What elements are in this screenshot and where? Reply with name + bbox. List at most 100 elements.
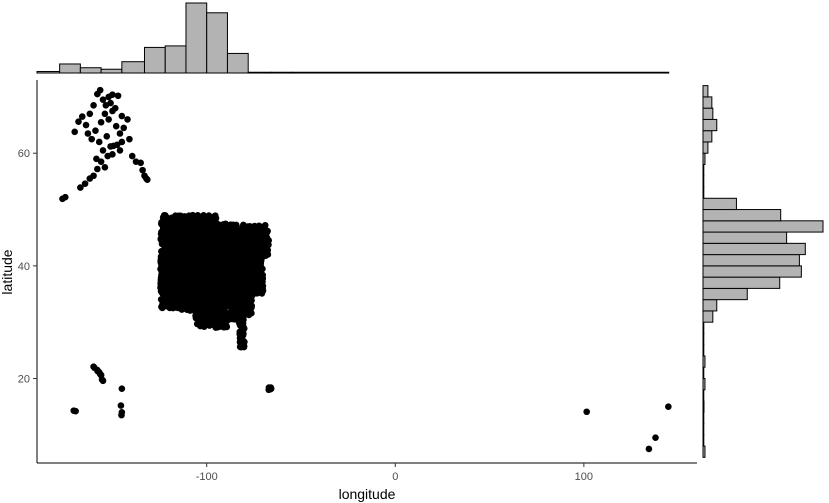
scatter-point-contiguous [160,254,167,262]
y-histogram-bar [702,332,705,346]
scatter-point-contiguous [226,245,233,253]
scatter-point-contiguous [209,303,217,310]
scatter-point-contiguous [231,260,239,267]
scatter-point-pacific [652,434,659,441]
y-histogram-bar [702,163,705,177]
scatter-point-contiguous [229,292,237,300]
scatter-point-contiguous [212,270,220,277]
scatter-point-contiguous [207,277,215,285]
y-histogram-bar [702,197,737,211]
y-histogram-bar [702,276,781,289]
scatter-point-contiguous [179,275,187,283]
scatter-point-pacific [645,445,653,453]
scatter-point-contiguous [237,317,245,324]
scatter-point-contiguous [230,234,238,242]
scatter-point-contiguous [256,267,264,275]
scatter-point-contiguous [233,266,240,273]
scatter-point-contiguous [228,283,235,291]
x-histogram-bar [100,68,123,74]
y-histogram-bar [702,355,706,368]
y-histogram-bar [702,96,713,109]
x-histogram-bar [36,70,61,74]
scatter-point-alaska [71,128,79,136]
scatter-point-contiguous [194,264,201,271]
y-histogram-bar [702,152,706,165]
right-marginal-histogram [702,85,824,458]
scatter-point-contiguous [226,251,234,259]
scatter-point-contiguous [209,257,217,265]
y-histogram-bar [702,287,748,301]
scatter-point-alaska [95,138,103,146]
scatter-point-contiguous [214,278,221,285]
scatter-point-alaska [90,172,97,180]
scatter-point-contiguous [249,280,257,288]
y-tick-label: 20 [18,374,30,386]
x-histogram-bar [226,52,249,74]
scatter-point-contiguous [219,280,227,288]
scatter-point-alaska [116,147,124,154]
scatter-point-contiguous [258,290,266,297]
scatter-point-contiguous [171,303,178,311]
scatter-point-hawaii [99,377,107,385]
scatter-point-pacific [118,385,126,392]
scatter-point-contiguous [170,291,177,298]
scatter-point-contiguous [174,269,182,277]
scatter-point-alaska [124,116,131,123]
scatter-point-contiguous [228,225,235,233]
scatter-point-alaska [81,180,89,187]
x-histogram-bar [143,46,166,74]
scatter-point-contiguous [196,281,204,289]
y-tick-label: 40 [18,261,30,273]
y-histogram-bar [702,299,718,312]
scatter-point-alaska [111,104,119,112]
scatter-point-contiguous [235,249,243,257]
scatter-point-alaska [114,92,122,100]
scatter-point-contiguous [220,306,228,314]
scatter-point-contiguous [170,235,177,243]
x-histogram-bar [185,2,208,74]
y-axis-ticks: 20 40 60 [18,148,37,386]
scatter-point-contiguous [206,322,213,329]
axes [36,80,697,464]
scatter-point-alaska [97,118,105,126]
scatter-point-contiguous [235,234,243,241]
scatter-point-contiguous [160,231,168,239]
scatter-point-pacific [117,402,125,409]
scatter-point-contiguous [221,270,229,278]
scatter-point-contiguous [169,296,176,303]
scatter-point-alaska [96,86,104,94]
y-histogram-bar [702,186,705,199]
scatter-point-contiguous [258,277,265,285]
scatter-point-alaska [61,193,69,201]
y-histogram-bar [702,141,709,154]
scatter-point-contiguous [199,309,206,317]
scatter-point-contiguous [167,282,174,289]
y-histogram-bar [702,400,705,413]
x-tick-label: 100 [575,471,593,483]
scatter-point-contiguous [161,219,168,227]
y-histogram-bar [702,107,714,120]
scatter-point-contiguous [158,262,165,270]
scatter-point-contiguous [222,319,229,327]
scatter-point-alaska [90,102,97,109]
scatter-point-alaska [128,152,136,160]
scatter-point-contiguous [216,234,223,242]
y-histogram-bar [702,254,800,267]
scatter-point-contiguous [197,322,204,330]
scatter-point-alaska [139,166,146,174]
scatter-point-contiguous [219,259,227,266]
scatter-point-contiguous [259,241,267,249]
scatter-point-alaska [82,121,90,129]
x-tick-label: 0 [392,471,398,483]
scatter-point-contiguous [180,258,188,265]
x-histogram-bar [247,71,272,74]
scatter-point-contiguous [202,242,210,249]
scatter-point-pacific [583,408,590,416]
scatter-point-contiguous [196,244,203,252]
scatter-point-contiguous [243,278,251,286]
scatter-point-contiguous [201,224,209,231]
scatter-point-alaska [78,113,86,120]
scatter-point-contiguous [220,244,227,252]
scatter-point-contiguous [241,260,248,267]
x-histogram-bar [291,71,670,74]
